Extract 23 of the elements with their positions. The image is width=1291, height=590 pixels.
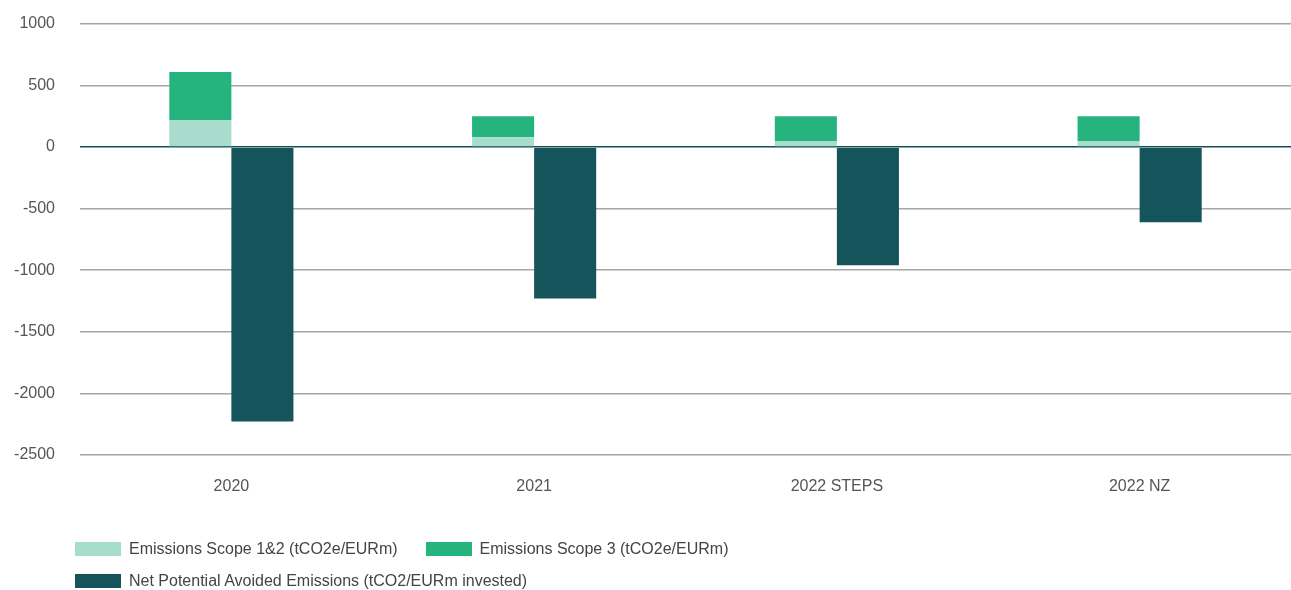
y-tick-label: 0 xyxy=(46,137,56,155)
bar xyxy=(774,140,837,147)
bar xyxy=(169,120,232,147)
x-tick-label: 2021 xyxy=(516,476,553,494)
bar xyxy=(169,72,232,121)
y-tick-label: -1500 xyxy=(14,322,56,340)
legend-label: Net Potential Avoided Emissions (tCO2/EURm invested) xyxy=(129,572,528,590)
y-tick-label: -2000 xyxy=(14,383,56,401)
x-tick-label: 2020 xyxy=(213,476,250,494)
y-tick-label: -2500 xyxy=(14,445,56,463)
y-tick-label: 1000 xyxy=(19,14,56,32)
y-tick-label: -1000 xyxy=(14,260,56,278)
legend-label: Emissions Scope 1&2 (tCO2e/EURm) xyxy=(129,540,398,558)
legend-label: Emissions Scope 3 (tCO2e/EURm) xyxy=(479,540,729,558)
bar xyxy=(1077,116,1140,141)
x-tick-label: 2022 NZ xyxy=(1108,476,1171,494)
x-tick-label: 2022 STEPS xyxy=(790,476,884,494)
bar xyxy=(472,137,535,147)
y-tick-label: 500 xyxy=(28,75,56,93)
y-tick-label: -500 xyxy=(22,199,56,217)
bar xyxy=(1077,140,1140,147)
bar xyxy=(472,116,535,138)
bar xyxy=(774,116,837,141)
